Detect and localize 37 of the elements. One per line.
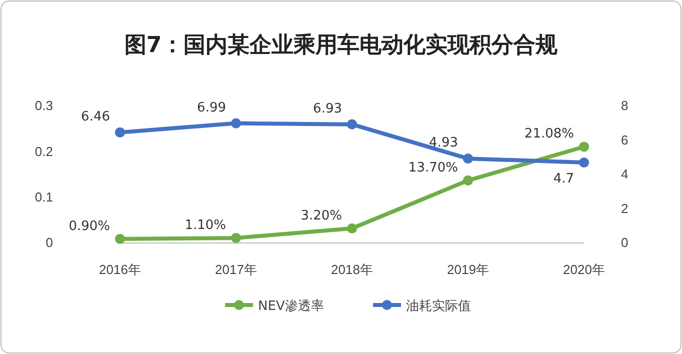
data-label: 3.20% <box>300 208 342 224</box>
point <box>578 157 590 168</box>
data-label: 6.46 <box>81 109 110 124</box>
y-tick-label: 0.3 <box>34 98 53 114</box>
y2-tick-label: 2 <box>621 200 628 216</box>
point <box>462 154 474 164</box>
legend-label: 油耗实际值 <box>406 299 471 314</box>
y2-tick-label: 6 <box>621 132 628 148</box>
point <box>114 234 126 244</box>
y-tick-label: 0.2 <box>34 144 53 159</box>
x-tick-label: 2019年 <box>447 262 489 278</box>
data-label: 1.10% <box>184 218 226 233</box>
y-tick-label: 0.1 <box>34 189 53 204</box>
point <box>346 119 358 130</box>
point <box>230 232 242 244</box>
legend-label: NEV渗透率 <box>258 298 324 314</box>
x-tick-label: 2018年 <box>331 262 373 278</box>
data-label: 6.93 <box>313 101 342 116</box>
data-label: 6.99 <box>197 100 226 116</box>
point <box>230 118 242 128</box>
x-tick-label: 2020年 <box>563 262 605 278</box>
point <box>114 127 126 138</box>
y2-tick-label: 8 <box>621 98 628 114</box>
data-label: 4.93 <box>429 136 458 151</box>
data-label: 4.7 <box>553 172 574 187</box>
point <box>346 223 358 234</box>
x-tick-label: 2016年 <box>99 262 141 278</box>
chart-title: 图7：国内某企业乘用车电动化实现积分合规 <box>124 32 558 58</box>
y2-tick-label: 4 <box>621 166 628 182</box>
data-label: 0.90% <box>68 218 110 234</box>
y-tick-label: 0 <box>46 235 53 250</box>
data-label: 21.08% <box>524 126 574 142</box>
data-label: 13.70% <box>408 160 458 176</box>
point <box>578 142 590 152</box>
point <box>462 175 474 186</box>
x-tick-label: 2017年 <box>215 262 257 278</box>
y2-tick-label: 0 <box>621 235 628 250</box>
